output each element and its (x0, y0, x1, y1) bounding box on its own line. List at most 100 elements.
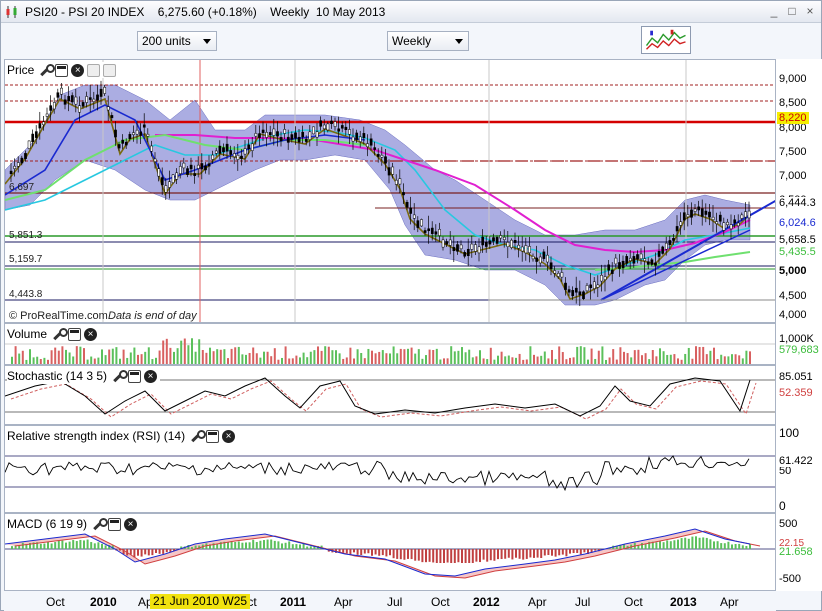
candle-body (171, 174, 175, 183)
macd-histogram-bar (277, 541, 280, 549)
volume-bar (227, 358, 229, 364)
period-dropdown[interactable]: Weekly (387, 31, 469, 51)
copyright-watermark: © ProRealTime.com (9, 310, 108, 322)
macd-label: MACD (6 19 9) (7, 517, 88, 531)
volume-bar (554, 359, 557, 364)
macd-histogram-bar (716, 541, 719, 549)
macd-histogram-bar (392, 549, 395, 559)
volume-bar (151, 359, 154, 364)
volume-bar (43, 357, 46, 364)
price-tick: 8,000 (779, 122, 807, 134)
volume-bar (475, 356, 478, 364)
macd-histogram-bar (507, 549, 510, 558)
candle-body (290, 134, 294, 140)
candle-body (668, 240, 672, 245)
volume-chart[interactable] (5, 324, 776, 365)
volume-bar (407, 348, 409, 364)
macd-histogram-bar (677, 539, 679, 549)
volume-bar (212, 351, 215, 364)
volume-bar (86, 359, 89, 364)
macd-histogram-bar (241, 542, 244, 549)
macd-histogram-bar (345, 549, 348, 554)
volume-bar (684, 353, 687, 364)
wrench-icon[interactable] (92, 517, 109, 531)
close-window-button[interactable]: × (806, 4, 814, 18)
candle-body (45, 113, 49, 117)
macd-histogram-bar (378, 549, 381, 556)
macd-histogram-bar (255, 541, 258, 549)
wrench-icon[interactable] (112, 369, 129, 383)
macd-histogram-bar (475, 549, 478, 562)
volume-bar (644, 353, 647, 364)
units-dropdown[interactable]: 200 units (137, 31, 217, 51)
bollinger-band (5, 84, 751, 306)
window-icon[interactable] (206, 429, 220, 443)
close-icon[interactable]: × (84, 327, 98, 341)
candle-body (517, 244, 521, 249)
wrench-icon[interactable] (190, 429, 207, 443)
candle-body (106, 106, 110, 111)
candle-body (524, 245, 528, 254)
wrench-icon[interactable] (39, 63, 56, 77)
volume-bar (281, 357, 283, 364)
volume-value-tag: 579,683 (777, 344, 821, 356)
macd-histogram-bar (615, 545, 618, 549)
volume-bar (176, 348, 179, 364)
window-icon[interactable] (55, 63, 69, 77)
candle-body (178, 166, 182, 174)
volume-bar (93, 358, 96, 364)
macd-tick-500: 500 (779, 518, 798, 530)
maximize-button[interactable]: □ (788, 4, 796, 18)
candle-body (603, 276, 607, 280)
zoom-out-icon[interactable] (103, 63, 117, 77)
volume-bar (662, 351, 665, 364)
volume-bar (381, 350, 384, 364)
volume-bar (183, 338, 186, 364)
minimize-button[interactable]: _ (770, 4, 778, 18)
stochastic-panel: Stochastic (14 3 5) × (4, 365, 776, 425)
macd-histogram-bar (389, 549, 391, 556)
candle-body (441, 239, 445, 248)
macd-histogram-bar (36, 542, 39, 549)
candle-body (261, 129, 265, 133)
volume-bar (587, 359, 589, 364)
candle-body (60, 87, 63, 95)
volume-bar (457, 350, 460, 364)
x-label: Oct (431, 595, 450, 609)
price-chart[interactable]: 6,697 5,851.3 5,159.7 4,443.8 (5, 60, 776, 323)
volume-bar (25, 359, 28, 364)
macd-histogram-bar (403, 549, 406, 560)
volume-bar (137, 354, 139, 364)
macd-histogram-bar (439, 549, 442, 563)
zoom-in-icon[interactable] (87, 63, 101, 77)
rsi-chart[interactable] (5, 426, 776, 513)
macd-histogram-bar (655, 542, 658, 549)
window-icon[interactable] (68, 327, 82, 341)
chart-style-button[interactable] (641, 26, 691, 54)
candle-body (142, 124, 146, 128)
close-icon[interactable]: × (222, 429, 236, 443)
volume-bar (317, 346, 319, 364)
macd-histogram-bar (594, 549, 597, 551)
wrench-icon[interactable] (52, 327, 69, 341)
volume-bar (108, 349, 111, 364)
window-icon[interactable] (128, 369, 142, 383)
macd-histogram-bar (281, 543, 283, 549)
macd-histogram-bar (263, 540, 265, 549)
close-icon[interactable]: × (144, 369, 158, 383)
volume-bar (500, 351, 503, 364)
macd-histogram-bar (579, 549, 582, 555)
close-icon[interactable]: × (71, 63, 85, 77)
volume-panel-header: Volume × (7, 326, 101, 342)
candle-body (542, 251, 546, 259)
volume-bar (299, 357, 301, 364)
window-icon[interactable] (108, 517, 122, 531)
macd-histogram-bar (547, 549, 550, 556)
close-icon[interactable]: × (124, 517, 138, 531)
volume-bar (115, 347, 118, 364)
macd-histogram-bar (741, 545, 744, 549)
macd-axis: 500 22.15 21.658 -500 (776, 513, 822, 591)
volume-bar (104, 355, 107, 364)
macd-histogram-bar (245, 542, 247, 549)
macd-chart[interactable] (5, 514, 776, 591)
